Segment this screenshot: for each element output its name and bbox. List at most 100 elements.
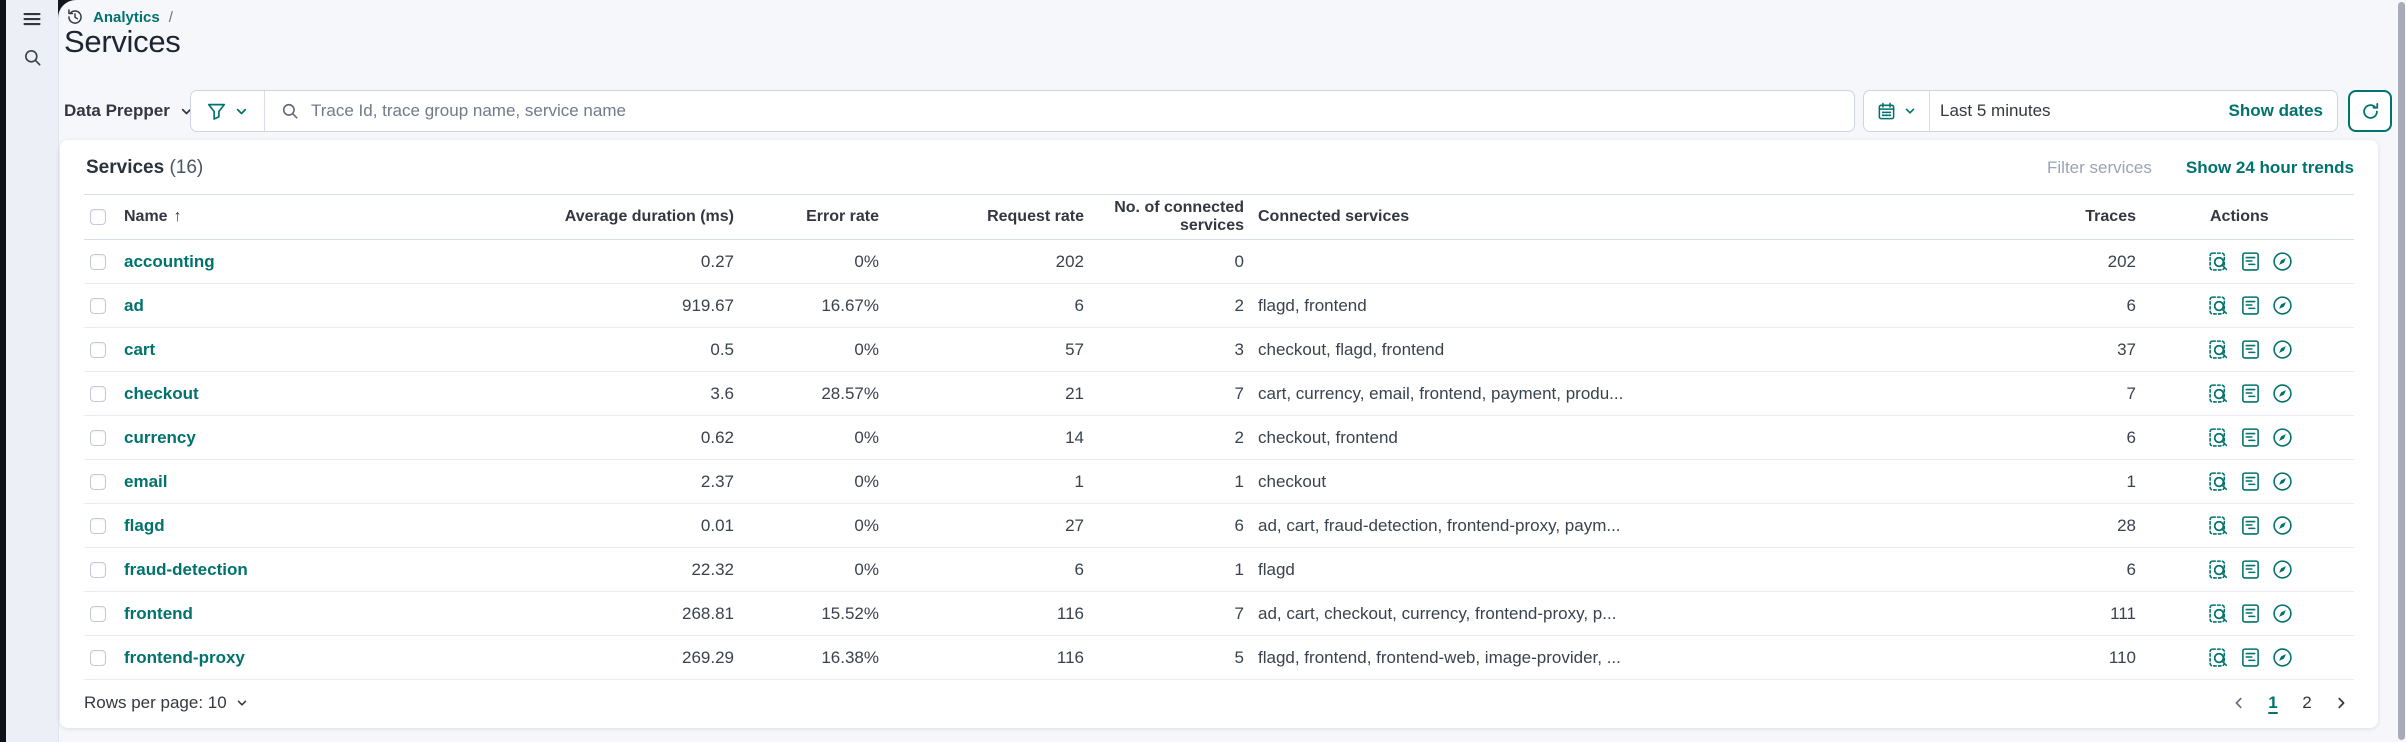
service-map-button[interactable] bbox=[2272, 471, 2293, 492]
service-name-cell: frontend bbox=[124, 604, 464, 624]
divider bbox=[264, 91, 265, 131]
datasource-selector[interactable]: Data Prepper bbox=[64, 90, 193, 132]
service-name-link[interactable]: email bbox=[124, 471, 168, 491]
row-checkbox[interactable] bbox=[90, 341, 106, 358]
view-logs-button[interactable] bbox=[2240, 647, 2261, 668]
service-name-link[interactable]: frontend-proxy bbox=[124, 647, 245, 667]
view-traces-button[interactable] bbox=[2208, 251, 2229, 272]
row-checkbox[interactable] bbox=[90, 253, 106, 270]
column-header-name[interactable]: Name ↑ bbox=[124, 208, 464, 226]
service-map-button[interactable] bbox=[2272, 647, 2293, 668]
connected-services-cell: cart, currency, email, frontend, payment… bbox=[1258, 383, 1624, 403]
view-traces-button[interactable] bbox=[2208, 295, 2229, 316]
page-1-button[interactable]: 1 bbox=[2268, 693, 2278, 712]
view-logs-button[interactable] bbox=[2240, 339, 2261, 360]
refresh-button[interactable] bbox=[2348, 90, 2392, 132]
global-search-button[interactable] bbox=[6, 38, 58, 76]
filter-dropdown-button[interactable] bbox=[191, 91, 264, 131]
average-duration-cell: 22.32 bbox=[691, 559, 734, 579]
filter-services-link[interactable]: Filter services bbox=[2047, 158, 2152, 177]
service-name-link[interactable]: fraud-detection bbox=[124, 559, 248, 579]
view-logs-button[interactable] bbox=[2240, 251, 2261, 272]
average-duration-cell: 0.5 bbox=[710, 339, 734, 359]
view-traces-button[interactable] bbox=[2208, 559, 2229, 580]
table-row: frontend 268.81 15.52% 116 7 ad, cart, c… bbox=[84, 592, 2354, 636]
service-name-link[interactable]: cart bbox=[124, 339, 156, 359]
actions-cell bbox=[2136, 559, 2354, 580]
view-logs-button[interactable] bbox=[2240, 427, 2261, 448]
service-map-button[interactable] bbox=[2272, 515, 2293, 536]
view-traces-button[interactable] bbox=[2208, 339, 2229, 360]
table-row: ad 919.67 16.67% 6 2 flagd, frontend 6 bbox=[84, 284, 2354, 328]
service-map-button[interactable] bbox=[2272, 295, 2293, 316]
select-all-checkbox[interactable] bbox=[90, 209, 106, 225]
view-traces-button[interactable] bbox=[2208, 383, 2229, 404]
service-map-button[interactable] bbox=[2272, 603, 2293, 624]
page-2-button[interactable]: 2 bbox=[2302, 693, 2312, 712]
trace-search-input[interactable]: Trace Id, trace group name, service name bbox=[265, 101, 1854, 121]
service-map-button[interactable] bbox=[2272, 383, 2293, 404]
average-duration-cell: 269.29 bbox=[682, 647, 734, 667]
view-traces-button[interactable] bbox=[2208, 471, 2229, 492]
service-map-button[interactable] bbox=[2272, 427, 2293, 448]
row-checkbox[interactable] bbox=[90, 429, 106, 446]
service-name-link[interactable]: frontend bbox=[124, 603, 193, 623]
error-rate-cell: 15.52% bbox=[821, 603, 879, 623]
rows-per-page-button[interactable]: Rows per page: 10 bbox=[84, 693, 248, 713]
service-map-button[interactable] bbox=[2272, 251, 2293, 272]
column-header-actions: Actions bbox=[2210, 208, 2269, 225]
chevron-down-icon bbox=[180, 105, 193, 118]
show-dates-link[interactable]: Show dates bbox=[2228, 101, 2323, 120]
request-rate-cell: 14 bbox=[1065, 427, 1084, 447]
row-checkbox[interactable] bbox=[90, 605, 106, 622]
next-page-button[interactable] bbox=[2328, 690, 2354, 716]
view-logs-button[interactable] bbox=[2240, 515, 2261, 536]
row-checkbox[interactable] bbox=[90, 473, 106, 490]
row-checkbox[interactable] bbox=[90, 649, 106, 666]
service-name-link[interactable]: flagd bbox=[124, 515, 165, 535]
service-name-link[interactable]: ad bbox=[124, 295, 144, 315]
column-header-connected-count[interactable]: No. of connected services bbox=[1114, 199, 1244, 234]
view-traces-button[interactable] bbox=[2208, 515, 2229, 536]
service-name-link[interactable]: checkout bbox=[124, 383, 199, 403]
view-traces-button[interactable] bbox=[2208, 647, 2229, 668]
table-header-row: Name ↑ Average duration (ms) Error rate R… bbox=[84, 194, 2354, 240]
hamburger-menu-icon bbox=[22, 9, 42, 29]
row-checkbox[interactable] bbox=[90, 517, 106, 534]
column-header-error-rate[interactable]: Error rate bbox=[806, 208, 879, 225]
previous-page-button[interactable] bbox=[2226, 690, 2252, 716]
connected-services-cell: flagd bbox=[1258, 559, 1295, 579]
divider bbox=[1929, 91, 1930, 131]
view-traces-button[interactable] bbox=[2208, 427, 2229, 448]
row-checkbox[interactable] bbox=[90, 297, 106, 314]
view-logs-button[interactable] bbox=[2240, 295, 2261, 316]
service-name-cell: flagd bbox=[124, 516, 464, 536]
quick-select-button[interactable] bbox=[1864, 91, 1929, 131]
view-logs-button[interactable] bbox=[2240, 603, 2261, 624]
view-logs-button[interactable] bbox=[2240, 559, 2261, 580]
show-24-hour-trends-link[interactable]: Show 24 hour trends bbox=[2185, 158, 2354, 177]
time-range-value[interactable]: Last 5 minutes bbox=[1940, 101, 2051, 120]
service-name-link[interactable]: currency bbox=[124, 427, 196, 447]
service-map-button[interactable] bbox=[2272, 559, 2293, 580]
row-checkbox[interactable] bbox=[90, 561, 106, 578]
view-traces-button[interactable] bbox=[2208, 603, 2229, 624]
breadcrumb-analytics-link[interactable]: Analytics bbox=[93, 8, 160, 26]
connected-count-cell: 0 bbox=[1234, 251, 1244, 271]
row-checkbox[interactable] bbox=[90, 385, 106, 402]
column-header-connected-services[interactable]: Connected services bbox=[1258, 208, 1410, 225]
service-map-button[interactable] bbox=[2272, 339, 2293, 360]
request-rate-cell: 27 bbox=[1065, 515, 1084, 535]
rows-per-page-label: Rows per page: 10 bbox=[84, 693, 227, 712]
column-header-average-duration[interactable]: Average duration (ms) bbox=[564, 208, 734, 225]
connected-services-cell: checkout, frontend bbox=[1258, 427, 1398, 447]
column-header-traces[interactable]: Traces bbox=[2085, 208, 2136, 225]
panel-title-text: Services bbox=[86, 157, 165, 178]
view-logs-button[interactable] bbox=[2240, 471, 2261, 492]
vertical-scrollbar[interactable] bbox=[2398, 2, 2405, 740]
column-header-request-rate[interactable]: Request rate bbox=[987, 208, 1084, 225]
search-icon bbox=[281, 102, 299, 120]
menu-button[interactable] bbox=[6, 0, 58, 38]
view-logs-button[interactable] bbox=[2240, 383, 2261, 404]
service-name-link[interactable]: accounting bbox=[124, 251, 215, 271]
